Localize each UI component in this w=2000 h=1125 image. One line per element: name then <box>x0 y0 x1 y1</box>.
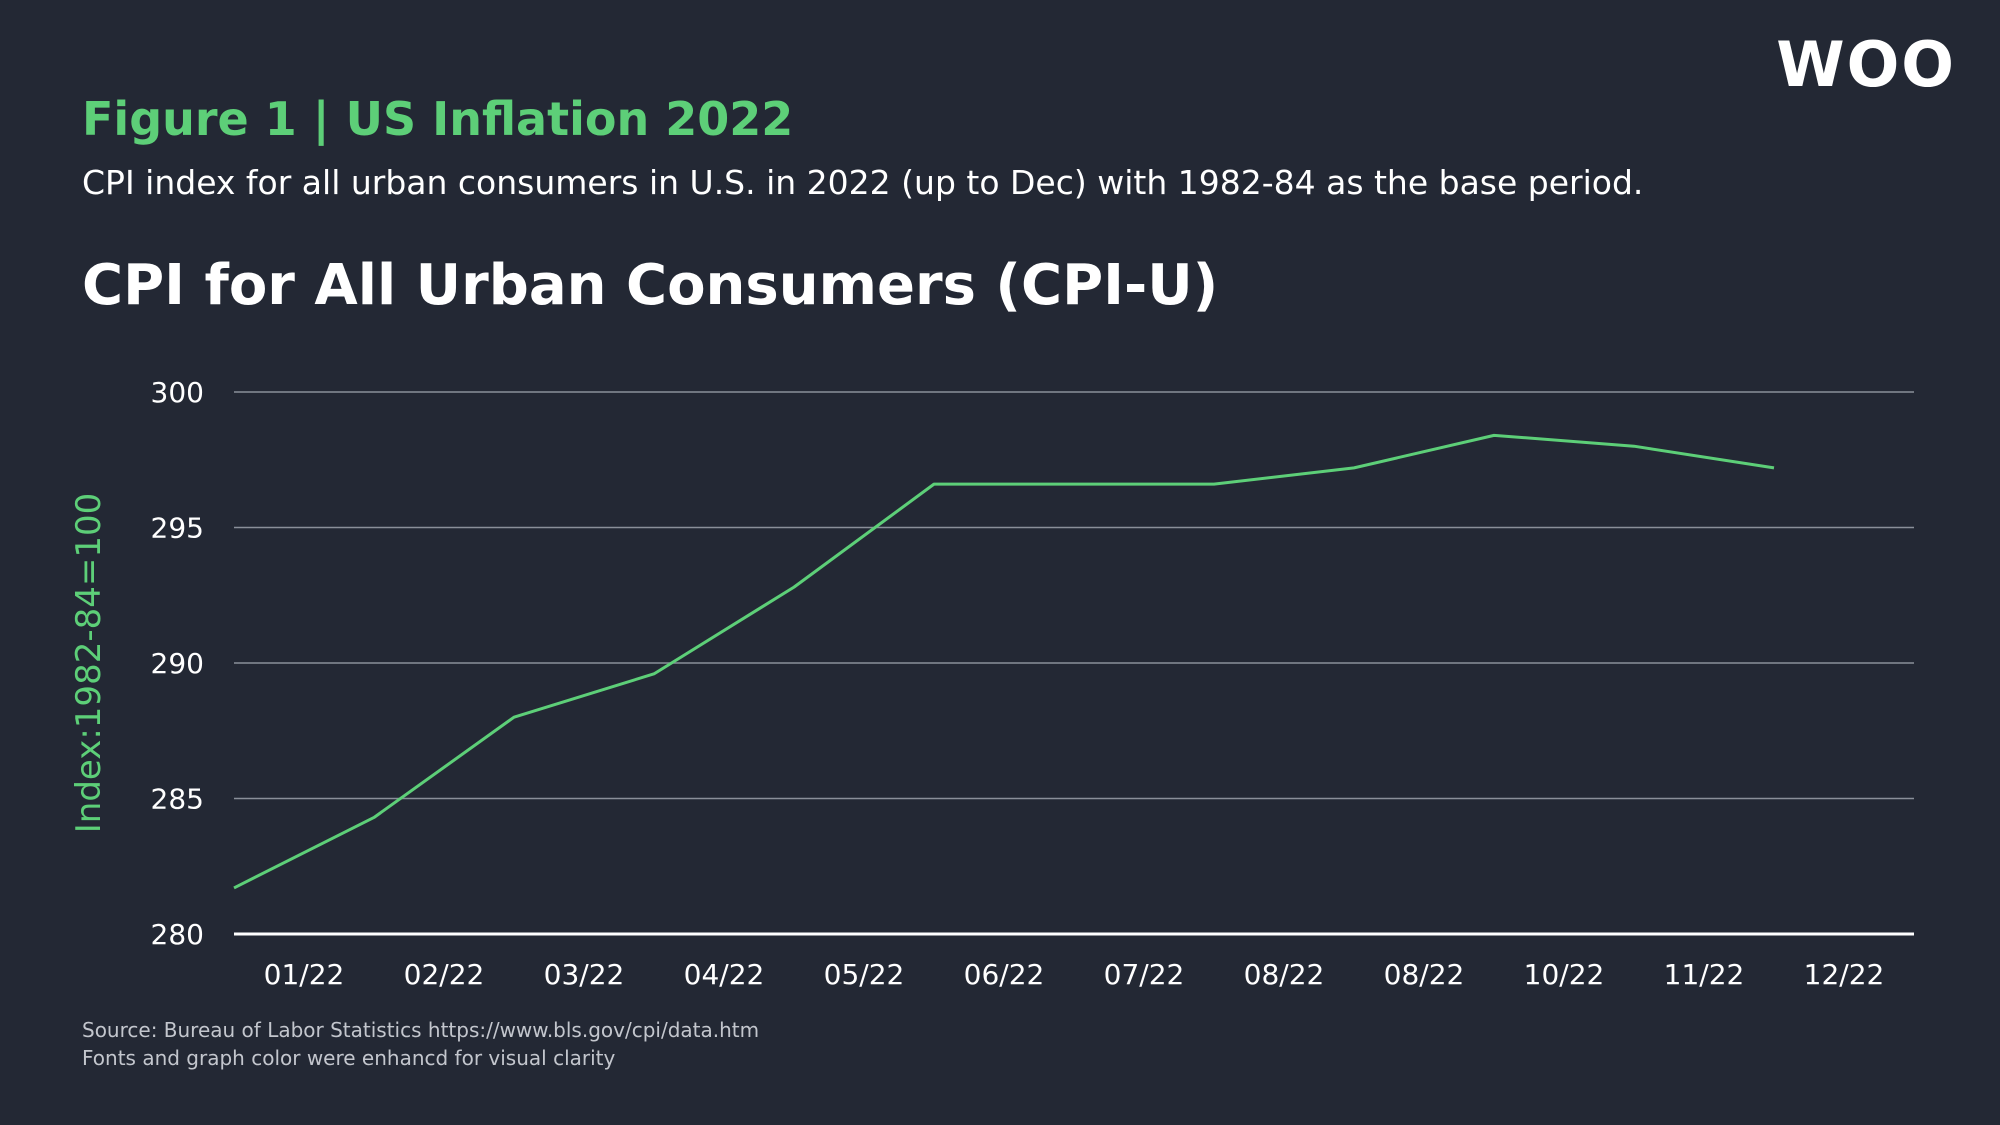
x-tick-label: 03/22 <box>544 958 625 991</box>
y-tick-label: 280 <box>151 918 204 951</box>
cpi-series-line <box>233 433 1775 890</box>
x-tick-label: 01/22 <box>264 958 345 991</box>
x-tick-label: 10/22 <box>1524 958 1605 991</box>
x-tick-label: 12/22 <box>1804 958 1885 991</box>
x-tick-label: 11/22 <box>1664 958 1745 991</box>
y-tick-label: 300 <box>151 376 204 409</box>
clarity-note: Fonts and graph color were enhancd for v… <box>82 1046 616 1070</box>
source-line: Source: Bureau of Labor Statistics https… <box>82 1018 760 1042</box>
y-tick-label: 290 <box>151 647 204 680</box>
x-tick-label: 08/22 <box>1384 958 1465 991</box>
grid-lines <box>234 391 1914 936</box>
woo-logo: WOO <box>1776 28 1956 101</box>
x-tick-label: 07/22 <box>1104 958 1185 991</box>
x-tick-label: 02/22 <box>404 958 485 991</box>
y-axis-label: Index:1982-84=100 <box>69 493 109 834</box>
y-tick-labels: 280 285 290 295 300 <box>151 376 204 951</box>
y-tick-label: 285 <box>151 783 204 816</box>
x-tick-label: 06/22 <box>964 958 1045 991</box>
series-lines <box>233 433 1775 890</box>
chart-title: CPI for All Urban Consumers (CPI-U) <box>82 253 1219 318</box>
x-tick-labels: 01/22 02/22 03/22 04/22 05/22 06/22 07/22 08/22… <box>264 958 1885 991</box>
x-tick-label: 04/22 <box>684 958 765 991</box>
y-tick-label: 295 <box>151 512 204 545</box>
figure-subtitle: CPI index for all urban consumers in U.S… <box>82 163 1644 202</box>
x-tick-label: 05/22 <box>824 958 905 991</box>
x-tick-label: 08/22 <box>1244 958 1325 991</box>
source-note: Source: Bureau of Labor Statistics https… <box>82 1016 759 1072</box>
figure-title: Figure 1 | US Inflation 2022 <box>82 92 794 146</box>
